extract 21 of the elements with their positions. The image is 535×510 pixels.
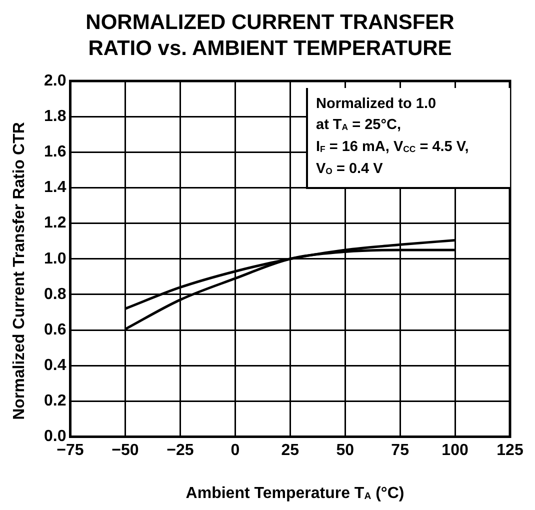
x-tick-label: 100 — [442, 442, 468, 459]
y-tick-label: 1.8 — [44, 108, 66, 125]
x-tick-label: 75 — [391, 442, 410, 459]
y-tick-label: 1.0 — [44, 250, 66, 268]
y-axis-title: Normalized Current Transfer Ratio CTR — [11, 121, 29, 422]
y-tick-label: 2.0 — [44, 72, 66, 90]
y-tick-label: 0.8 — [44, 286, 66, 303]
x-tick-label: 0 — [230, 442, 240, 459]
x-tick-label: 25 — [281, 442, 300, 459]
x-tick-label: 50 — [336, 442, 354, 459]
x-tick-label: 125 — [496, 442, 524, 459]
y-tick-label: 1.2 — [44, 214, 66, 232]
y-tick-label: 0.6 — [44, 321, 66, 338]
x-axis-title: Ambient Temperature T$_{A}$ (°C) — [184, 485, 406, 503]
chart-title: NORMALIZED CURRENT TRANSFER RATIO vs. AMBIENT TEMPERATURE — [84, 10, 456, 62]
x-tick-label: −50 — [112, 442, 139, 459]
y-tick-label: 0.2 — [44, 392, 66, 410]
y-tick-label: 1.6 — [44, 144, 66, 161]
x-tick-label: −25 — [166, 442, 194, 459]
y-tick-label: 1.4 — [44, 179, 66, 196]
y-tick-label: 0.4 — [44, 357, 66, 374]
